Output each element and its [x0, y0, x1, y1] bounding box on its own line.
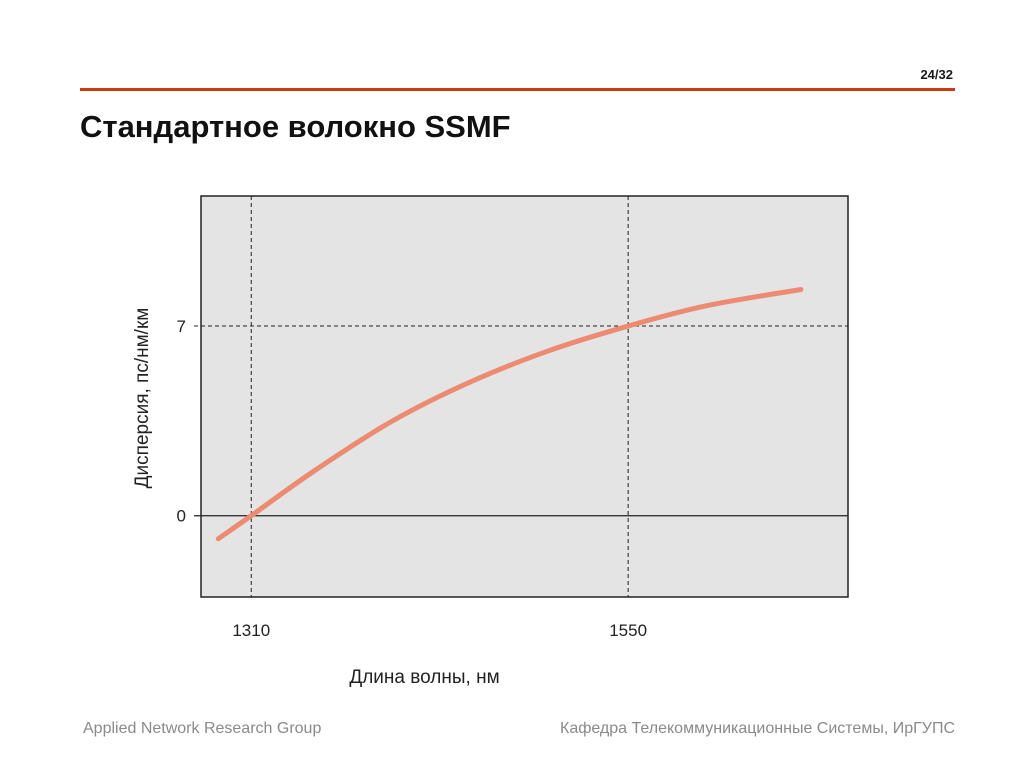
dispersion-curve: [215, 286, 804, 542]
x-tick-label: 1550: [609, 621, 647, 640]
title-divider: [80, 88, 955, 91]
footer-department: Кафедра Телекоммуникационные Системы, Ир…: [560, 720, 955, 737]
page-number: 24/32: [920, 67, 953, 82]
y-tick-labels: 07: [177, 317, 186, 526]
footer-group-name: Applied Network Research Group: [83, 720, 322, 737]
plot-background: [201, 196, 848, 597]
x-axis-label: Длина волны, нм: [349, 667, 499, 688]
dispersion-chart: 1310 1550 07 Длина волны, нм Дисперсия, п…: [132, 195, 849, 688]
reference-lines: [194, 196, 848, 597]
y-tick-label: 7: [177, 317, 186, 336]
x-tick-label: 1310: [232, 621, 270, 640]
x-tick-labels: 1310 1550: [232, 621, 647, 640]
slide-title: Стандартное волокно SSMF: [80, 109, 511, 144]
plot-frame: [200, 195, 849, 598]
y-axis-label: Дисперсия, пс/нм/км: [132, 308, 153, 489]
y-tick-label: 0: [177, 507, 186, 526]
